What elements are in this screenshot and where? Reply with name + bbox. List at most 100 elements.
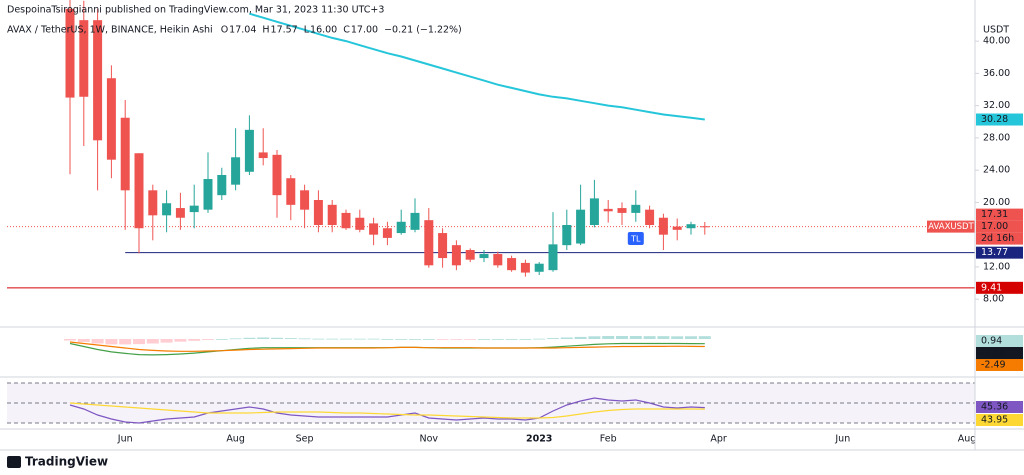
y-tick-label: 36.00: [983, 68, 1010, 79]
annotation: TL: [630, 235, 641, 244]
brand: TradingView: [25, 455, 108, 469]
price-tag-bg: [976, 208, 1023, 221]
macd-histogram: [491, 339, 504, 340]
price-tag-bg: [976, 281, 1023, 294]
macd-histogram: [519, 339, 532, 340]
macd-histogram: [312, 338, 325, 340]
macd-histogram: [395, 339, 408, 340]
candle-body: [217, 175, 227, 196]
ohlc-value: 16.00: [310, 25, 337, 36]
candle-body: [520, 262, 530, 273]
change: −0.21 (−1.22%): [384, 25, 462, 36]
candle-body: [79, 20, 89, 97]
ohlc-value: 17.57: [271, 25, 298, 36]
candle-body: [162, 203, 172, 216]
ohlc-key: L: [304, 25, 310, 36]
ohlc-value: 17.00: [351, 25, 378, 36]
rsi-line: [69, 397, 705, 424]
candle-body: [562, 225, 572, 246]
price-tag: 9.41: [981, 282, 1002, 293]
candle-body: [244, 129, 254, 172]
ma-tag-bg: [976, 113, 1023, 126]
macd-histogram: [602, 336, 615, 339]
ohlc-value: 17.04: [229, 25, 256, 36]
candle-body: [576, 209, 586, 244]
last-price-tag-bg: [976, 220, 1023, 233]
ohlc-key: C: [343, 25, 350, 36]
signal-tag: -2.49: [981, 360, 1006, 371]
price-tag: 17.31: [981, 209, 1008, 220]
y-tick-label: 32.00: [983, 100, 1010, 111]
candle-body: [258, 152, 268, 159]
candle-body: [313, 200, 323, 225]
macd-histogram: [560, 337, 573, 339]
macd-histogram: [409, 339, 421, 340]
macd-histogram: [657, 336, 670, 339]
symbol-tag: AVAXUSDT: [928, 222, 974, 232]
rsi-tag: 45.36: [981, 402, 1008, 413]
candle-body: [327, 204, 337, 225]
macd-histogram: [64, 339, 76, 341]
macd-histogram: [505, 339, 518, 340]
candle-body: [672, 226, 682, 230]
macd-histogram: [284, 338, 297, 339]
hist-tag: 0.94: [981, 336, 1002, 347]
x-tick-label: Nov: [420, 434, 439, 445]
candle-body: [603, 208, 613, 212]
macd-histogram: [698, 336, 711, 339]
macd-histogram: [422, 339, 435, 340]
x-tick-label: Sep: [296, 434, 314, 445]
macd-histogram: [353, 338, 366, 340]
y-tick-label: 8.00: [983, 294, 1004, 305]
macd-histogram: [367, 338, 380, 340]
rsi-ma-tag: 43.95: [981, 415, 1008, 426]
macd-histogram: [243, 337, 256, 339]
candle-body: [106, 78, 116, 160]
candle-body: [286, 178, 296, 205]
candle-body: [493, 254, 503, 266]
last-price-tag: 17.00: [981, 221, 1008, 232]
moving-average: [249, 12, 705, 121]
candle-body: [617, 208, 627, 213]
candle-body: [438, 233, 448, 259]
macd-histogram: [202, 339, 214, 340]
x-tick-label: 2023: [526, 434, 552, 445]
main-pane: [7, 0, 975, 289]
x-tick-label: Apr: [710, 434, 727, 445]
signal-line: [69, 341, 705, 352]
price-tag-bg: [976, 246, 1023, 259]
macd-histogram: [629, 336, 642, 339]
macd-histogram: [547, 338, 559, 339]
footer-logo: TradingView: [7, 455, 108, 469]
macd-histogram: [215, 339, 228, 340]
macd-histogram: [326, 338, 339, 340]
candle-body: [341, 212, 351, 229]
macd-histogram: [119, 339, 132, 345]
x-tick-label: Jun: [834, 434, 850, 445]
macd-histogram: [381, 339, 394, 340]
symbol-title: AVAX / TetherUS, 1W, BINANCE, Heikin Ash…: [7, 25, 213, 36]
macd-histogram: [450, 339, 463, 340]
price-tag: 13.77: [981, 247, 1008, 258]
y-tick-label: 40.00: [983, 36, 1010, 47]
candle-body: [686, 224, 696, 229]
macd-tag-bg: [976, 347, 1023, 359]
candle-body: [424, 220, 434, 266]
y-tick-label: 24.00: [983, 165, 1010, 176]
macd-histogram: [160, 339, 173, 343]
macd-histogram: [533, 338, 546, 340]
macd-histogram: [298, 338, 311, 340]
macd-histogram: [133, 339, 145, 345]
currency: USDT: [983, 25, 1009, 36]
x-tick-label: Feb: [600, 434, 617, 445]
macd-histogram: [188, 339, 201, 341]
y-tick-label: 12.00: [983, 261, 1010, 272]
macd-histogram: [229, 338, 242, 340]
macd-histogram: [77, 339, 90, 342]
signal-tag-bg: [976, 359, 1023, 371]
candle-body: [203, 179, 213, 210]
macd-histogram: [174, 339, 187, 342]
macd-histogram: [436, 339, 449, 340]
macd-histogram: [257, 337, 270, 339]
symbol-tag-bg: [927, 220, 975, 233]
